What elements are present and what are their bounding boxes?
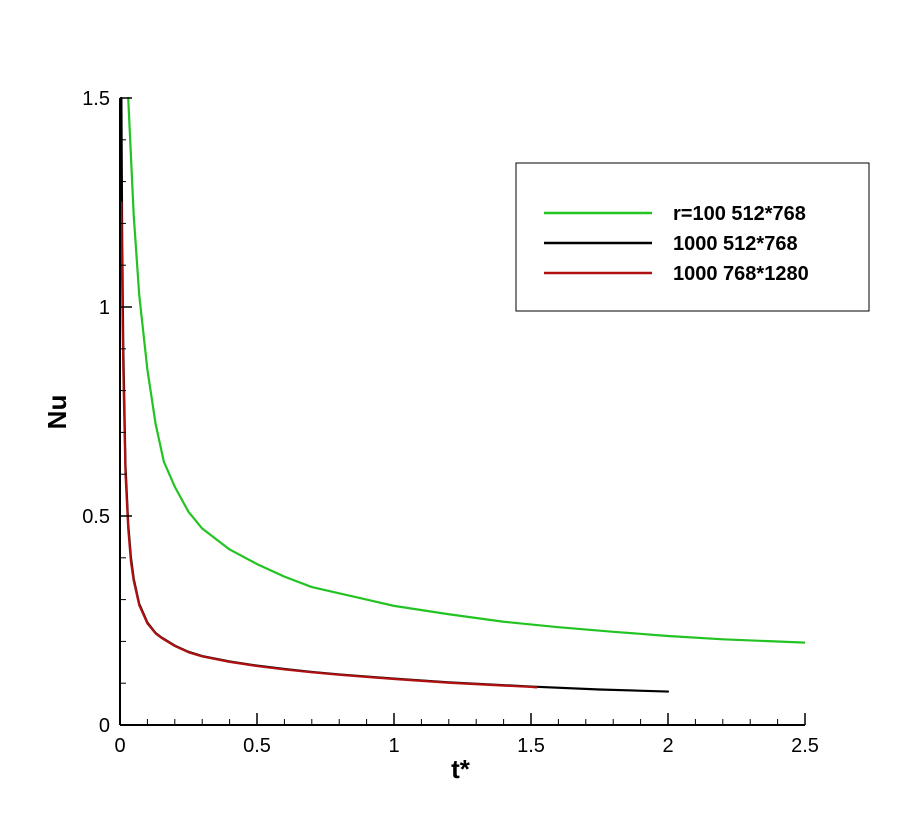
x-tick-label: 2.5 [791, 735, 819, 757]
x-tick-label: 1.5 [517, 735, 545, 757]
x-tick-label: 1 [388, 735, 399, 757]
y-tick-label: 1 [99, 297, 110, 319]
series-line-2 [120, 201, 538, 689]
legend-entry-2: 1000 768*1280 [673, 263, 809, 285]
y-tick-label: 1.5 [82, 88, 110, 110]
y-tick-label: 0 [99, 715, 110, 737]
x-axis-title: t* [451, 754, 471, 784]
legend-entry-0: r=100 512*768 [673, 203, 806, 225]
y-tick-label: 0.5 [82, 506, 110, 528]
legend-box [515, 162, 870, 312]
series-lines [120, 96, 805, 693]
y-axis-title: Nu [42, 395, 72, 430]
x-tick-label: 0 [114, 735, 125, 757]
legend-entry-1: 1000 512*768 [673, 233, 798, 255]
legend: r=100 512*768 1000 512*768 1000 768*1280 [515, 162, 870, 312]
x-tick-label: 2 [662, 735, 673, 757]
x-tick-label: 0.5 [243, 735, 271, 757]
series-line-0 [127, 96, 805, 644]
axes: 0 0.5 1 1.5 2 2.5 0 0.5 1 1.5 t* Nu [42, 88, 819, 784]
